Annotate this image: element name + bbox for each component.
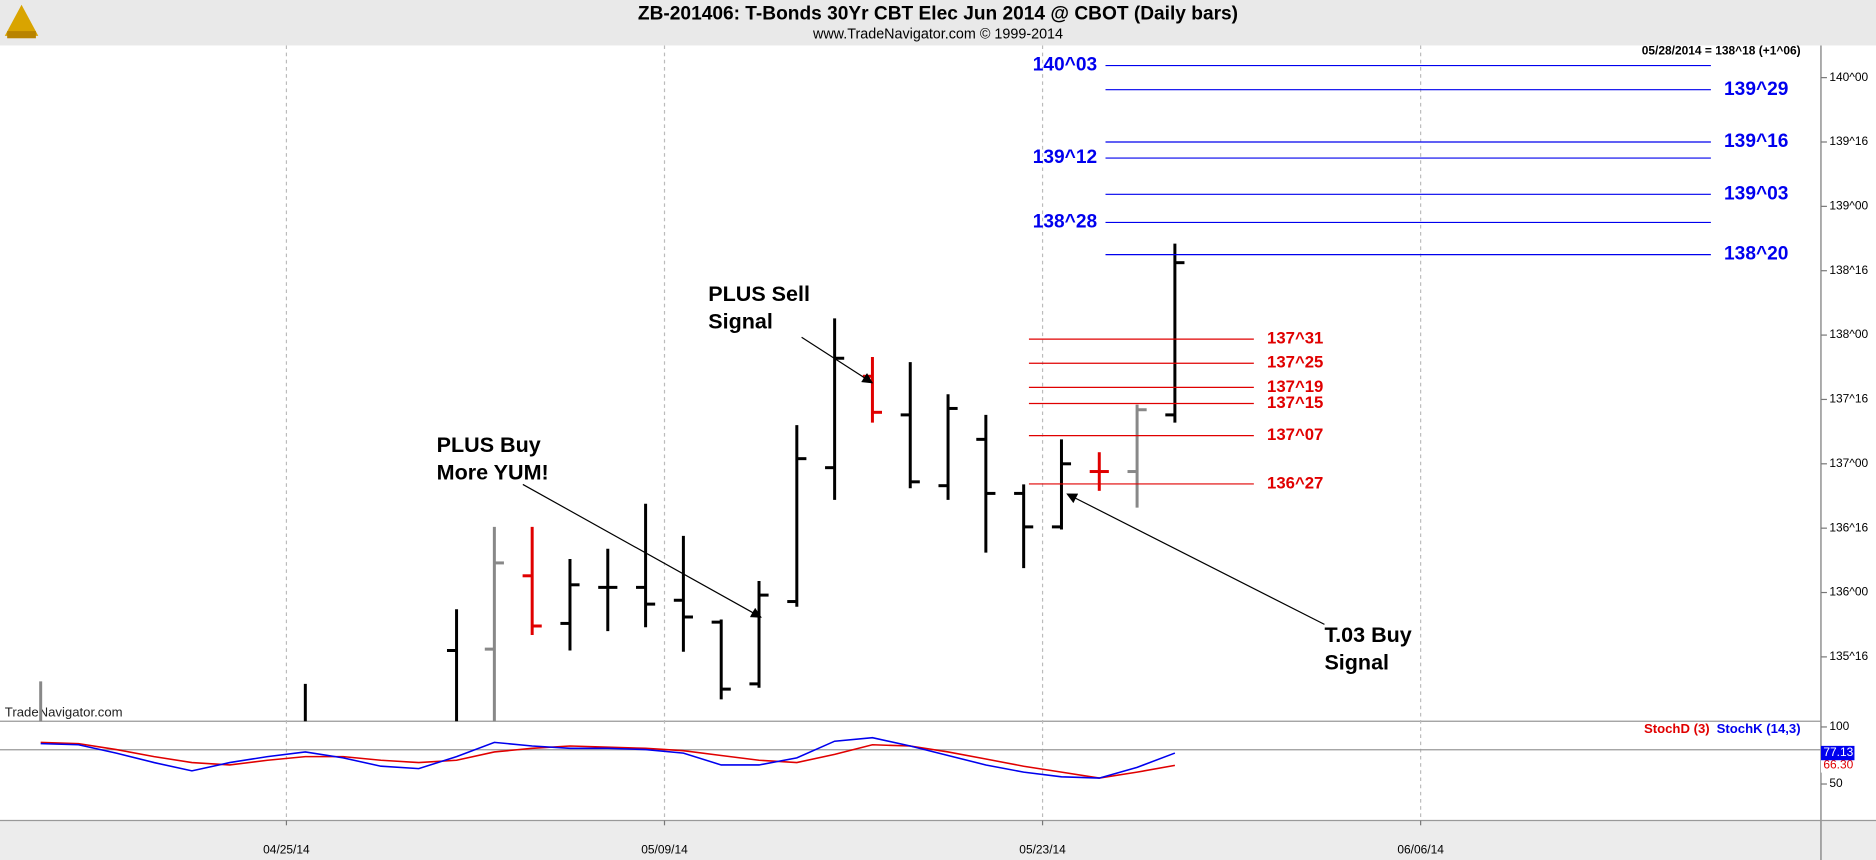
level-label: 138^20 <box>1724 244 1788 265</box>
x-tick-label: 05/23/14 <box>1019 843 1066 857</box>
subtitle: www.TradeNavigator.com © 1999-2014 <box>812 26 1063 42</box>
level-label: 139^03 <box>1724 183 1788 204</box>
y-tick-label: 139^00 <box>1829 199 1868 213</box>
legend-entry: StochD (3) <box>1644 721 1710 736</box>
value-label-box <box>1820 745 1855 761</box>
annotation-arrow <box>522 483 762 618</box>
last-price: 05/28/2014 = 138^18 (+1^06) <box>1642 44 1801 58</box>
annotation: Signal <box>708 310 773 334</box>
y-tick-label: 50 <box>1829 776 1843 790</box>
level-label: 139^12 <box>1033 147 1097 168</box>
y-tick-label: 135^16 <box>1829 649 1868 663</box>
stoch-line <box>40 741 1176 779</box>
level-label: 139^29 <box>1724 79 1788 100</box>
level-label: 137^25 <box>1267 353 1323 372</box>
price-bars <box>39 243 1185 722</box>
level-label: 138^28 <box>1033 212 1098 233</box>
level-label: 136^27 <box>1267 473 1323 492</box>
annotation: PLUS Sell <box>708 282 810 306</box>
stoch-line <box>40 736 1176 779</box>
annotation-arrow <box>1066 493 1325 625</box>
y-tick-label: 137^00 <box>1829 456 1868 470</box>
y-tick-label: 140^00 <box>1829 70 1868 84</box>
level-label: 140^03 <box>1033 55 1097 76</box>
watermark: TradeNavigator.com <box>5 704 123 719</box>
annotation: T.03 Buy <box>1324 623 1411 647</box>
annotation: PLUS Buy <box>437 433 541 457</box>
y-tick-label: 138^00 <box>1829 327 1868 341</box>
x-tick-label: 06/06/14 <box>1397 843 1444 857</box>
annotation: More YUM! <box>437 460 549 484</box>
annotation: Signal <box>1324 651 1389 675</box>
annotation-arrow <box>801 336 874 384</box>
y-tick-label: 138^16 <box>1829 263 1868 277</box>
value-label-box <box>1820 758 1855 773</box>
x-tick-label: 04/25/14 <box>263 843 310 857</box>
y-tick-label: 136^16 <box>1829 520 1868 534</box>
x-tick-label: 05/09/14 <box>641 843 688 857</box>
y-tick-label: 139^16 <box>1829 134 1868 148</box>
level-label: 137^31 <box>1267 329 1323 348</box>
level-label: 137^15 <box>1267 393 1323 412</box>
value-label: 77.13 <box>1823 745 1853 759</box>
y-tick-label: 100 <box>1829 719 1849 733</box>
header-bg <box>0 0 1876 46</box>
legend-entry: StochK (14,3) <box>1717 721 1801 736</box>
date-axis-bg <box>0 820 1876 860</box>
level-label: 137^19 <box>1267 377 1323 396</box>
value-label: 66.30 <box>1823 758 1853 772</box>
y-tick-label: 137^16 <box>1829 392 1868 406</box>
logo <box>4 4 39 39</box>
title: ZB-201406: T-Bonds 30Yr CBT Elec Jun 201… <box>638 3 1238 24</box>
level-label: 137^07 <box>1267 425 1323 444</box>
y-tick-label: 136^00 <box>1829 585 1868 599</box>
level-label: 139^16 <box>1724 131 1788 152</box>
